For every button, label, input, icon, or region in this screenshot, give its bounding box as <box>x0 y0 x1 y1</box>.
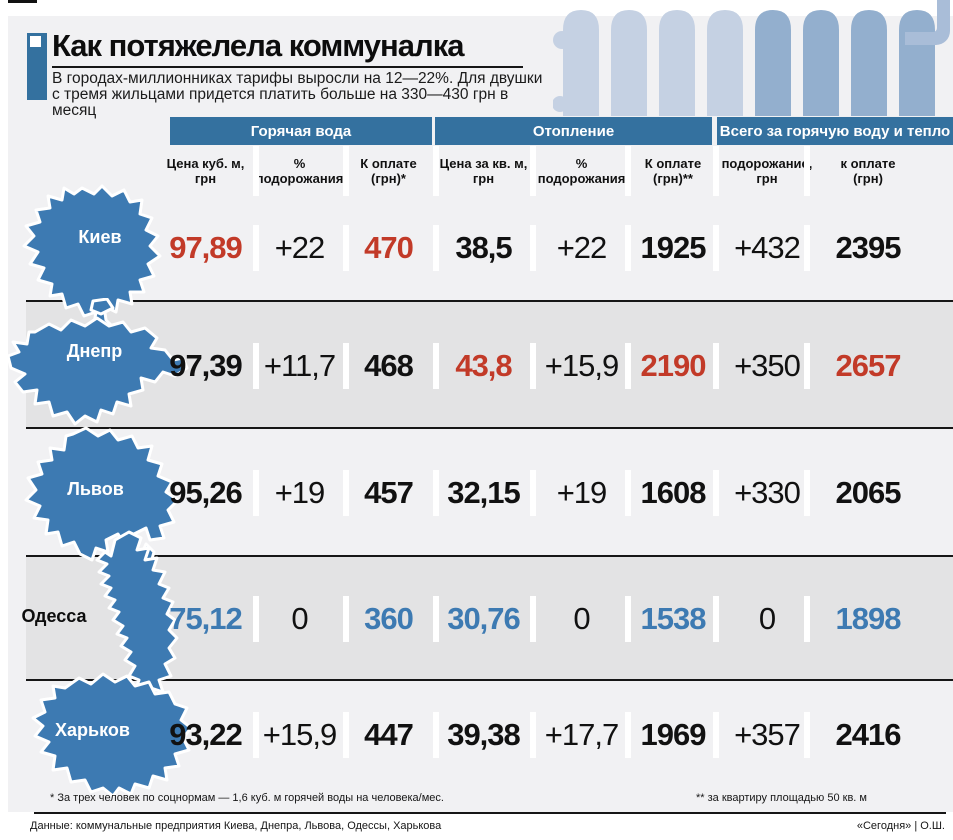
radiator-fin <box>563 10 599 116</box>
city-label-odessa: Одесса <box>21 606 87 626</box>
column-header: подорожание, грн <box>717 146 817 196</box>
value-cell: 1538 <box>629 557 717 681</box>
column-header: к оплате (грн) <box>808 146 928 196</box>
value-cell: 1608 <box>629 429 717 557</box>
value-cell: +15,9 <box>257 681 342 788</box>
value-cell: 0 <box>534 557 629 681</box>
top-edge-dash <box>8 0 37 3</box>
map-dnepr-region <box>6 298 189 426</box>
value-cell: 30,76 <box>437 557 530 681</box>
value-cell: 468 <box>347 302 430 429</box>
group-header-total: Всего за горячую воду и тепло <box>717 117 953 145</box>
column-header: Цена куб. м, грн <box>166 156 245 186</box>
page-title: Как потяжелела коммуналка <box>52 28 464 63</box>
value-cell: +22 <box>257 194 342 302</box>
column-header: % подорожания <box>256 146 344 196</box>
radiator-fin <box>851 10 887 116</box>
value-cell: 97,89 <box>169 230 243 265</box>
value-cell: +11,7 <box>257 302 342 429</box>
radiator-fin <box>899 10 935 116</box>
value-cell: 470 <box>347 194 430 302</box>
title-accent-bar <box>27 33 47 100</box>
value-cell: 447 <box>347 681 430 788</box>
value-cell: +330 <box>717 429 817 557</box>
value-cell: 0 <box>717 557 817 681</box>
value-cell: +19 <box>257 429 342 557</box>
column-header: % подорожания <box>534 146 629 196</box>
column-header: К оплате (грн)** <box>629 146 717 196</box>
title-underline <box>52 66 523 68</box>
radiator-fin <box>755 10 791 116</box>
page-subtitle: В городах-миллионниках тарифы выросли на… <box>52 70 543 119</box>
value-cell: +432 <box>717 194 817 302</box>
radiator-fin <box>659 10 695 116</box>
value-cell: 38,5 <box>437 194 530 302</box>
value-cell: 97,39 <box>169 347 243 383</box>
radiator-fin <box>611 10 647 116</box>
value-cell: 457 <box>347 429 430 557</box>
value-cell: 93,22 <box>169 716 243 752</box>
column-header: Цена за кв. м, грн <box>437 146 530 196</box>
data-source: Данные: коммунальные предприятия Киева, … <box>30 820 442 832</box>
value-cell: +350 <box>717 302 817 429</box>
value-cell: 95,26 <box>169 475 243 510</box>
radiator-pipe <box>905 0 950 45</box>
value-cell: +15,9 <box>534 302 629 429</box>
value-cell: +19 <box>534 429 629 557</box>
value-cell: 2657 <box>808 302 928 429</box>
value-cell: 1925 <box>629 194 717 302</box>
value-cell: 43,8 <box>437 302 530 429</box>
title-accent-square <box>30 36 41 47</box>
value-cell: 1969 <box>629 681 717 788</box>
group-header-heating: Отопление <box>435 117 712 145</box>
value-cell: 2395 <box>808 194 928 302</box>
radiator-fin <box>707 10 743 116</box>
value-cell: +22 <box>534 194 629 302</box>
city-label-dnepr: Днепр <box>66 341 123 361</box>
publisher-credit: «Сегодня» | О.Ш. <box>856 820 945 832</box>
value-cell: +17,7 <box>534 681 629 788</box>
value-cell: 2190 <box>629 302 717 429</box>
footnote-hot-water: * За трех человек по соцнормам — 1,6 куб… <box>50 792 444 804</box>
value-cell: 2065 <box>808 429 928 557</box>
radiator-fin <box>803 10 839 116</box>
footer-divider <box>34 812 946 814</box>
value-cell: 39,38 <box>437 681 530 788</box>
city-label-kharkov: Харьков <box>55 720 130 740</box>
footnote-heating: ** за квартиру площадью 50 кв. м <box>696 792 867 804</box>
value-cell: 360 <box>347 557 430 681</box>
column-header: К оплате (грн)* <box>347 146 430 196</box>
map-kharkov-region <box>31 672 193 798</box>
value-cell: 32,15 <box>437 429 530 557</box>
city-label-lvov: Львов <box>67 479 124 499</box>
value-cell: 0 <box>257 557 342 681</box>
group-header-hot-water: Горячая вода <box>170 117 432 145</box>
radiator-illustration <box>553 0 950 116</box>
value-cell: 75,12 <box>169 601 243 636</box>
value-cell: 2416 <box>808 681 928 788</box>
value-cell: +357 <box>717 681 817 788</box>
city-label-kiev: Киев <box>78 227 122 247</box>
value-cell: 1898 <box>808 557 928 681</box>
